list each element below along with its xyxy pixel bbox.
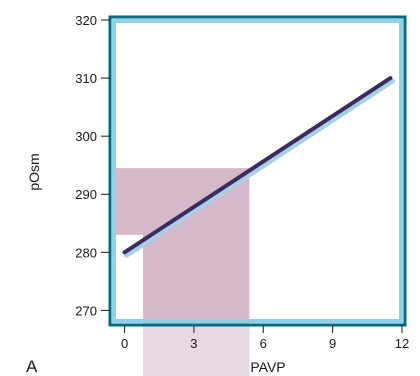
y-axis-label: pOsm: [26, 153, 42, 190]
x-tick-label: 6: [260, 336, 267, 351]
plot-frame-inner: [112, 19, 403, 323]
series-layer: [122, 76, 395, 258]
y-tick-label: 290: [75, 187, 97, 202]
x-tick-label: 3: [190, 336, 197, 351]
x-axis-label: PAVP: [250, 359, 285, 375]
shaded-regions: [113, 168, 250, 376]
plot-frame-outer: [108, 15, 407, 327]
y-tick-label: 320: [75, 13, 97, 28]
y-tick-label: 280: [75, 245, 97, 260]
y-axis: 270 280 290 300 310 320: [75, 13, 110, 318]
y-tick-label: 310: [75, 71, 97, 86]
plot-frame: [108, 15, 407, 327]
y-tick-label: 300: [75, 129, 97, 144]
x-axis: 0 3 6 9 12: [121, 325, 409, 351]
series-line-shadow: [124, 78, 395, 258]
x-tick-label: 9: [329, 336, 336, 351]
shaded-region-fade: [143, 322, 250, 376]
x-tick-label: 12: [395, 336, 409, 351]
x-tick-label: 0: [121, 336, 128, 351]
panel-label: A: [26, 357, 38, 376]
y-tick-label: 270: [75, 303, 97, 318]
series-line: [122, 76, 393, 255]
